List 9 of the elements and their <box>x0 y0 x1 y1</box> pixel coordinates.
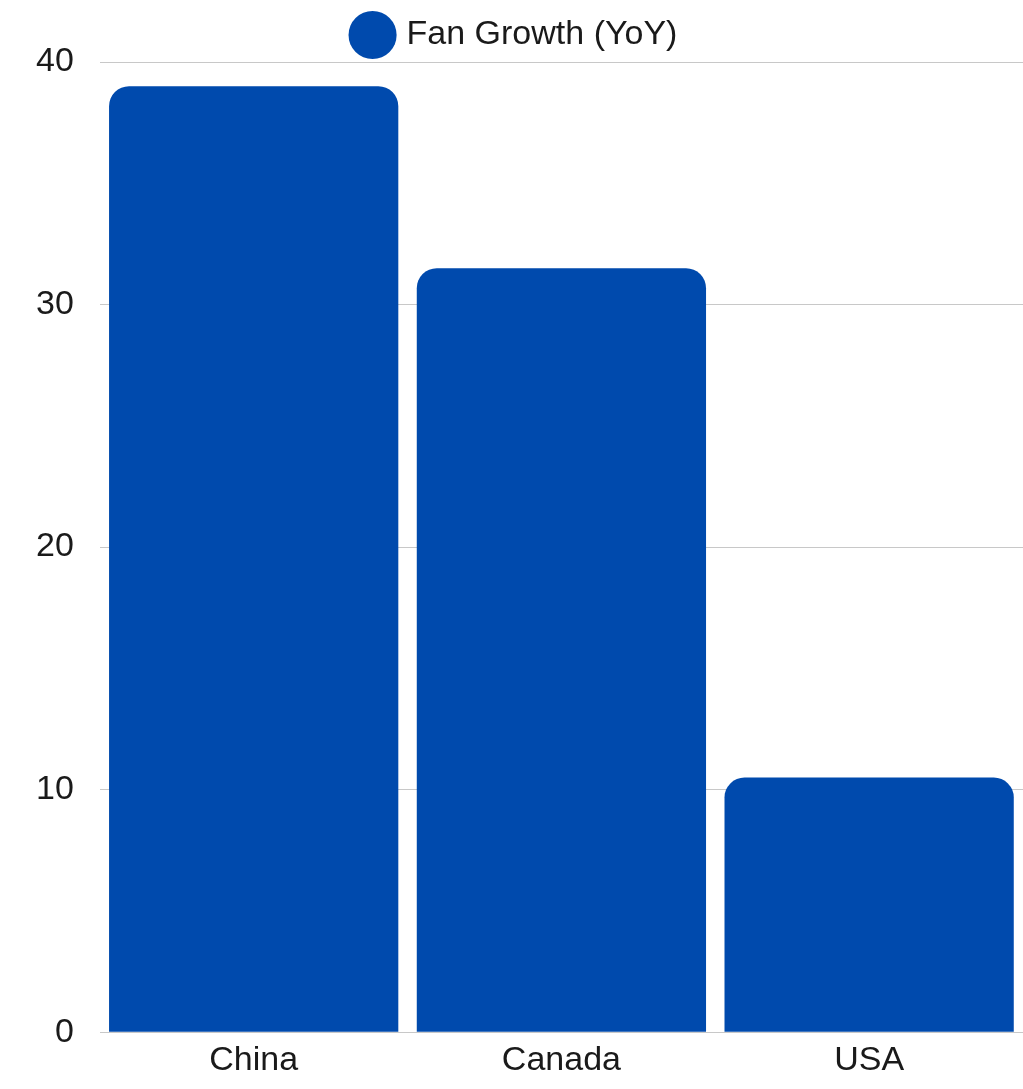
legend-label: Fan Growth (YoY) <box>406 13 678 52</box>
x-tick-label: Canada <box>501 1038 622 1077</box>
y-tick-label: 0 <box>54 1010 74 1049</box>
y-tick-label: 40 <box>35 40 74 79</box>
y-tick-label: 10 <box>35 768 74 807</box>
y-tick-label: 20 <box>35 525 74 564</box>
x-tick-label: China <box>209 1038 299 1077</box>
x-tick-label: USA <box>834 1038 905 1077</box>
y-tick-label: 30 <box>35 282 74 321</box>
